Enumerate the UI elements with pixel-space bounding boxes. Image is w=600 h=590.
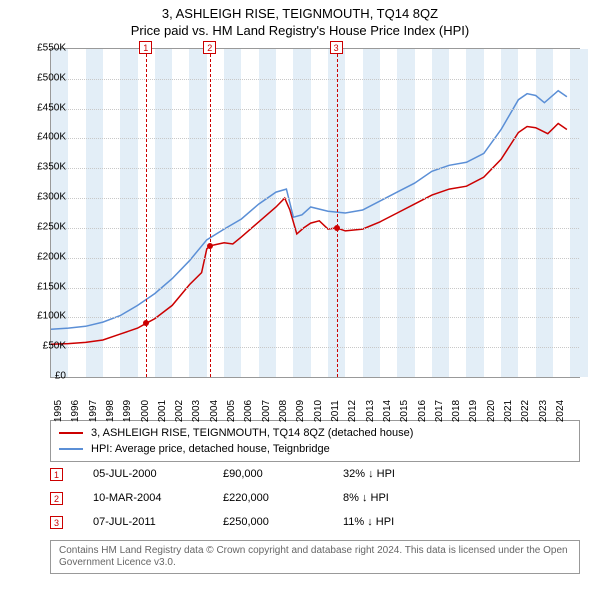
- legend-label: 3, ASHLEIGH RISE, TEIGNMOUTH, TQ14 8QZ (…: [91, 427, 413, 439]
- event-row: 2 10-MAR-2004£220,0008% ↓ HPI: [50, 486, 580, 510]
- legend-row: HPI: Average price, detached house, Teig…: [59, 441, 571, 457]
- x-axis-label: 2016: [417, 400, 428, 422]
- event-marker-badge: 3: [50, 516, 63, 529]
- sale-marker-line: [210, 49, 211, 377]
- event-diff: 8% ↓ HPI: [343, 492, 389, 504]
- x-axis-label: 2006: [243, 400, 254, 422]
- x-axis-label: 2023: [538, 400, 549, 422]
- y-gridline: [51, 79, 579, 80]
- y-gridline: [51, 109, 579, 110]
- y-gridline: [51, 288, 579, 289]
- x-axis-label: 2024: [555, 400, 566, 422]
- y-gridline: [51, 258, 579, 259]
- y-axis-label: £350K: [37, 162, 66, 173]
- sale-marker-dot: [207, 243, 213, 249]
- x-axis-label: 2011: [330, 400, 341, 422]
- title-block: 3, ASHLEIGH RISE, TEIGNMOUTH, TQ14 8QZ P…: [0, 0, 600, 38]
- sale-marker-line: [337, 49, 338, 377]
- y-axis-label: £400K: [37, 132, 66, 143]
- x-axis-label: 2004: [209, 400, 220, 422]
- chart-svg: [51, 49, 579, 377]
- x-axis-label: 2019: [468, 400, 479, 422]
- sale-marker-badge: 2: [203, 41, 216, 54]
- sale-marker-dot: [334, 225, 340, 231]
- x-axis-label: 2002: [174, 400, 185, 422]
- title-subtitle: Price paid vs. HM Land Registry's House …: [0, 23, 600, 38]
- y-axis-label: £550K: [37, 43, 66, 54]
- y-gridline: [51, 347, 579, 348]
- x-axis-label: 2022: [520, 400, 531, 422]
- y-axis-label: £450K: [37, 102, 66, 113]
- event-price: £90,000: [223, 468, 343, 480]
- x-axis-label: 2005: [226, 400, 237, 422]
- title-address: 3, ASHLEIGH RISE, TEIGNMOUTH, TQ14 8QZ: [0, 6, 600, 21]
- event-price: £250,000: [223, 516, 343, 528]
- plot-area: [50, 48, 580, 378]
- y-axis-label: £50K: [43, 341, 66, 352]
- y-axis-label: £250K: [37, 221, 66, 232]
- x-axis-label: 1996: [70, 400, 81, 422]
- legend: 3, ASHLEIGH RISE, TEIGNMOUTH, TQ14 8QZ (…: [50, 420, 580, 462]
- x-axis-label: 2021: [503, 400, 514, 422]
- x-axis-label: 1997: [88, 400, 99, 422]
- y-axis-label: £500K: [37, 72, 66, 83]
- y-axis-label: £200K: [37, 251, 66, 262]
- event-date: 05-JUL-2000: [93, 468, 223, 480]
- legend-label: HPI: Average price, detached house, Teig…: [91, 443, 330, 455]
- x-axis-label: 2009: [295, 400, 306, 422]
- x-axis-label: 2012: [347, 400, 358, 422]
- event-price: £220,000: [223, 492, 343, 504]
- x-axis-label: 2000: [140, 400, 151, 422]
- sale-marker-line: [146, 49, 147, 377]
- series-hpi: [51, 91, 567, 330]
- attribution-footer: Contains HM Land Registry data © Crown c…: [50, 540, 580, 574]
- sale-events: 1 05-JUL-2000£90,00032% ↓ HPI 2 10-MAR-2004…: [50, 462, 580, 534]
- x-axis-label: 1999: [122, 400, 133, 422]
- event-marker-badge: 1: [50, 468, 63, 481]
- legend-row: 3, ASHLEIGH RISE, TEIGNMOUTH, TQ14 8QZ (…: [59, 425, 571, 441]
- y-axis-label: £300K: [37, 192, 66, 203]
- x-axis-label: 1998: [105, 400, 116, 422]
- y-axis-label: £150K: [37, 281, 66, 292]
- y-gridline: [51, 168, 579, 169]
- sale-marker-badge: 1: [139, 41, 152, 54]
- y-gridline: [51, 198, 579, 199]
- x-axis-label: 2013: [365, 400, 376, 422]
- x-axis-label: 2001: [157, 400, 168, 422]
- event-date: 07-JUL-2011: [93, 516, 223, 528]
- event-diff: 32% ↓ HPI: [343, 468, 395, 480]
- x-axis-label: 2015: [399, 400, 410, 422]
- x-axis-label: 2014: [382, 400, 393, 422]
- event-row: 1 05-JUL-2000£90,00032% ↓ HPI: [50, 462, 580, 486]
- y-axis-label: £100K: [37, 311, 66, 322]
- y-axis-label: £0: [55, 371, 66, 382]
- x-axis-label: 1995: [53, 400, 64, 422]
- event-diff: 11% ↓ HPI: [343, 516, 394, 528]
- x-axis-label: 2017: [434, 400, 445, 422]
- x-axis-label: 2020: [486, 400, 497, 422]
- attribution-text: Contains HM Land Registry data © Crown c…: [59, 545, 568, 568]
- sale-marker-badge: 3: [330, 41, 343, 54]
- x-axis-label: 2003: [191, 400, 202, 422]
- x-axis-label: 2018: [451, 400, 462, 422]
- x-axis-label: 2010: [313, 400, 324, 422]
- event-row: 3 07-JUL-2011£250,00011% ↓ HPI: [50, 510, 580, 534]
- event-date: 10-MAR-2004: [93, 492, 223, 504]
- chart-container: 3, ASHLEIGH RISE, TEIGNMOUTH, TQ14 8QZ P…: [0, 0, 600, 590]
- legend-swatch: [59, 432, 83, 434]
- x-axis-label: 2007: [261, 400, 272, 422]
- y-gridline: [51, 228, 579, 229]
- legend-swatch: [59, 448, 83, 450]
- sale-marker-dot: [143, 320, 149, 326]
- event-marker-badge: 2: [50, 492, 63, 505]
- x-axis-label: 2008: [278, 400, 289, 422]
- y-gridline: [51, 138, 579, 139]
- y-gridline: [51, 317, 579, 318]
